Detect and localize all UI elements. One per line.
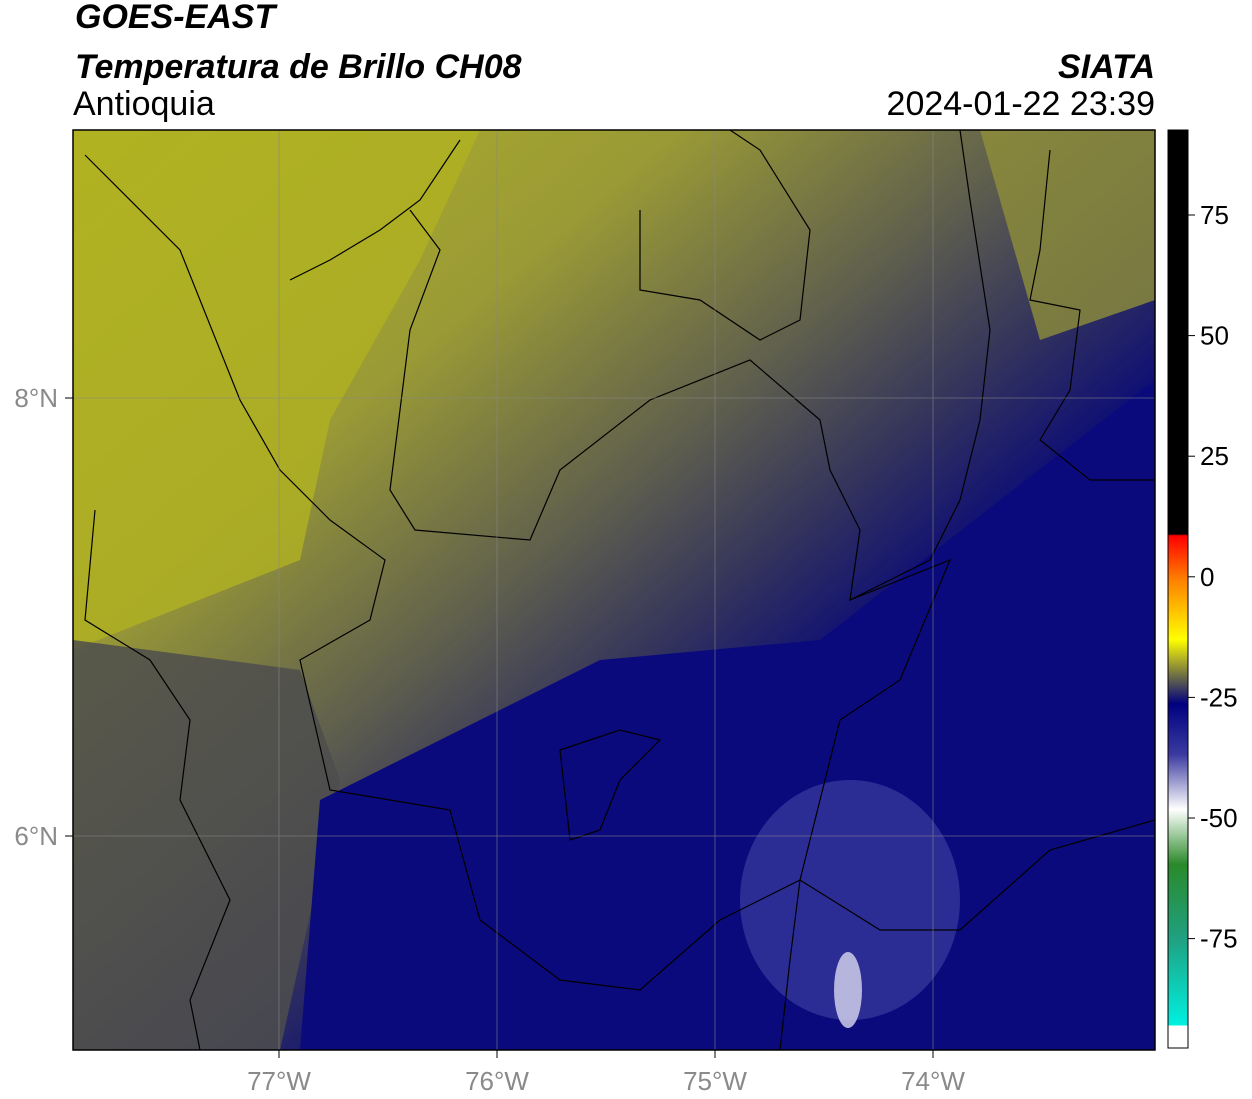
- region: Antioquia: [73, 85, 215, 123]
- colorbar-tick-label: 50: [1200, 321, 1229, 351]
- x-tick-label: 77°W: [247, 1066, 311, 1096]
- map-image: [73, 130, 1155, 1050]
- colorbar-tick-label: -50: [1200, 803, 1238, 833]
- x-tick-label: 74°W: [901, 1066, 965, 1096]
- x-tick-label: 76°W: [465, 1066, 529, 1096]
- subtitle: Temperatura de Brillo CH08: [75, 48, 522, 86]
- datetime: 2024-01-22 23:39: [887, 85, 1155, 123]
- source: SIATA: [1058, 48, 1155, 86]
- x-tick-label: 75°W: [683, 1066, 747, 1096]
- y-tick-label: 6°N: [14, 821, 58, 851]
- colorbar-tick-label: -25: [1200, 682, 1238, 712]
- colorbar-tick-label: 25: [1200, 441, 1229, 471]
- y-tick-label: 8°N: [14, 383, 58, 413]
- map-frame: [72, 129, 1156, 1051]
- ticks: 77°W 76°W 75°W 74°W 8°N 6°N 75 50 25 0 -25 -50 -75: [14, 200, 1237, 1096]
- colorbar-tick-label: 75: [1200, 200, 1229, 230]
- colorbar: [1167, 129, 1189, 1049]
- colorbar-tick-label: -75: [1200, 924, 1238, 954]
- colorbar-tick-label: 0: [1200, 562, 1214, 592]
- title: GOES-EAST: [75, 0, 278, 36]
